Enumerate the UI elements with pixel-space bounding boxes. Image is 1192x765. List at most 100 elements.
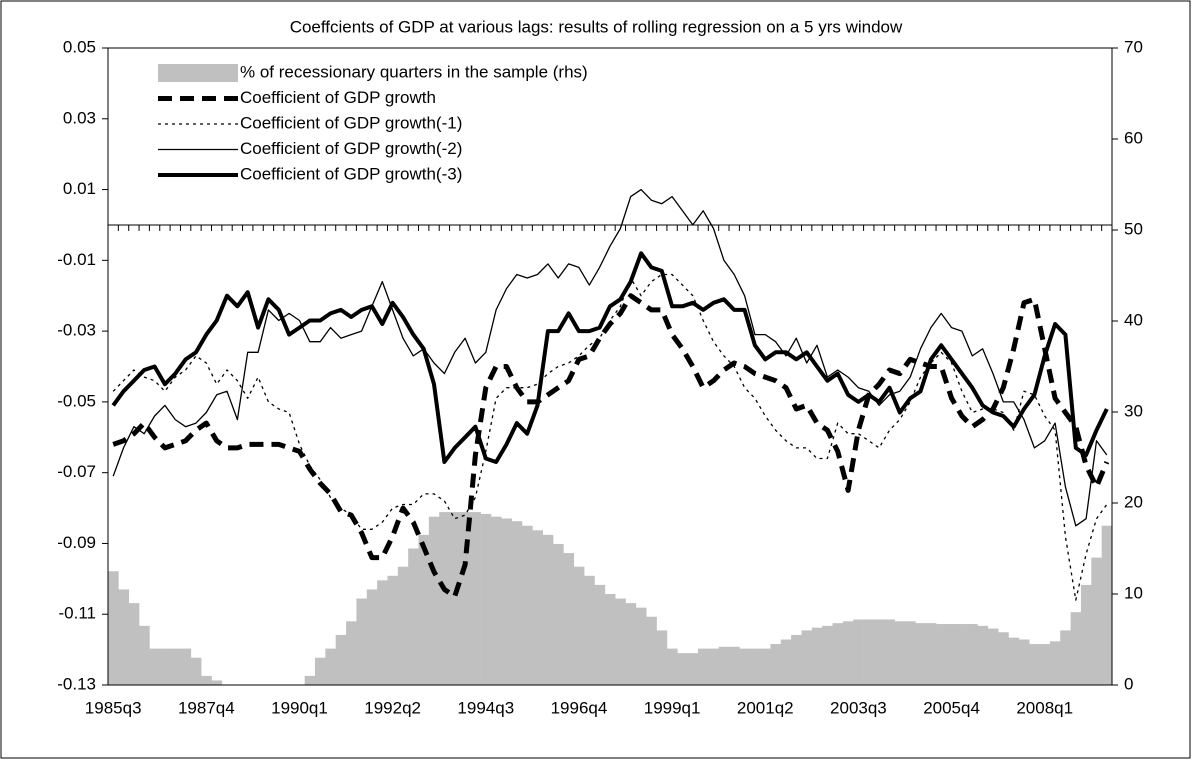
y-tick-label: -0.07 [57, 462, 96, 481]
bar [729, 646, 740, 685]
bar [697, 648, 709, 685]
bar [604, 594, 616, 685]
bar [108, 571, 119, 685]
bar [904, 621, 916, 685]
bar [387, 575, 399, 685]
bar [677, 653, 688, 685]
plot-area [107, 47, 1113, 686]
bar [408, 548, 419, 685]
y-tick-label: -0.13 [57, 674, 96, 693]
bar [511, 521, 523, 685]
bar [687, 653, 699, 685]
bar [439, 512, 450, 685]
bar [356, 598, 368, 685]
bar [346, 621, 357, 685]
x-tick-label: 2008q1 [1016, 698, 1073, 717]
bar [366, 589, 378, 685]
bar [1091, 557, 1102, 685]
x-tick-label: 2001q2 [737, 698, 794, 717]
bar [884, 619, 895, 685]
y2-tick-label: 50 [1124, 219, 1143, 238]
bar [1101, 525, 1113, 685]
bar [998, 632, 1009, 685]
y-tick-label: -0.05 [57, 391, 96, 410]
line-series [112, 273, 1108, 601]
line-series [111, 251, 1109, 464]
bar [377, 580, 388, 685]
bar [449, 512, 461, 685]
bar [1008, 637, 1020, 685]
bar [635, 607, 647, 685]
bar [832, 623, 844, 685]
line-series [112, 188, 1108, 527]
bar [201, 675, 212, 685]
bar [418, 534, 430, 685]
bar [542, 534, 554, 685]
bar [190, 657, 202, 685]
bar [573, 566, 585, 685]
bar [666, 648, 678, 685]
bar [894, 621, 906, 685]
bar [780, 639, 792, 685]
chart-title: Coeffcients of GDP at various lags: resu… [290, 17, 903, 36]
y2-tick-label: 60 [1124, 128, 1143, 147]
bar [490, 516, 502, 685]
bar [170, 648, 181, 685]
y-tick-label: -0.11 [59, 604, 97, 623]
bar [159, 648, 171, 685]
y-tick-label: 0.05 [63, 37, 96, 56]
bar [1060, 630, 1071, 685]
y-tick-label: -0.09 [57, 533, 96, 552]
bar [987, 628, 999, 685]
legend-label: Coefficient of GDP growth [240, 88, 436, 107]
bar [956, 624, 968, 685]
bar [522, 525, 533, 685]
bar [1018, 639, 1030, 685]
y2-tick-label: 10 [1124, 583, 1143, 602]
bar [615, 598, 626, 685]
bar [770, 644, 782, 685]
x-tick-label: 1985q3 [85, 698, 142, 717]
bar [801, 630, 813, 685]
bar [625, 603, 637, 685]
bar [1070, 612, 1082, 685]
bar [480, 513, 492, 685]
y2-tick-label: 40 [1124, 310, 1143, 329]
bar [149, 648, 161, 685]
bar [1039, 644, 1051, 685]
legend-label: Coefficient of GDP growth(-2) [240, 139, 462, 158]
bar [977, 625, 989, 685]
bar [853, 619, 864, 685]
x-tick-label: 2005q4 [923, 698, 980, 717]
bar [304, 675, 316, 685]
bar [428, 516, 440, 685]
y-tick-label: 0.03 [63, 108, 96, 127]
y2-tick-label: 20 [1124, 492, 1143, 511]
bar [553, 543, 564, 685]
bar [967, 624, 978, 685]
bar [946, 624, 958, 685]
y-tick-label: 0.01 [63, 179, 96, 198]
legend-swatch [158, 64, 238, 82]
bar [842, 621, 854, 685]
bar [873, 619, 885, 685]
x-tick-label: 1987q4 [178, 698, 235, 717]
bar [139, 625, 150, 685]
bar [915, 623, 926, 685]
y2-tick-label: 0 [1124, 674, 1133, 693]
x-tick-label: 1990q1 [271, 698, 328, 717]
bar [708, 648, 719, 685]
y-tick-label: -0.01 [57, 250, 96, 269]
bar [325, 648, 337, 685]
bar [563, 553, 575, 685]
x-tick-label: 2003q3 [830, 698, 887, 717]
line-series [112, 293, 1110, 599]
bar [936, 624, 947, 685]
bar [470, 512, 481, 685]
bar [1049, 641, 1061, 685]
bar [315, 657, 326, 685]
bar [791, 634, 802, 685]
x-tick-label: 1994q3 [457, 698, 514, 717]
bar [1029, 644, 1040, 685]
